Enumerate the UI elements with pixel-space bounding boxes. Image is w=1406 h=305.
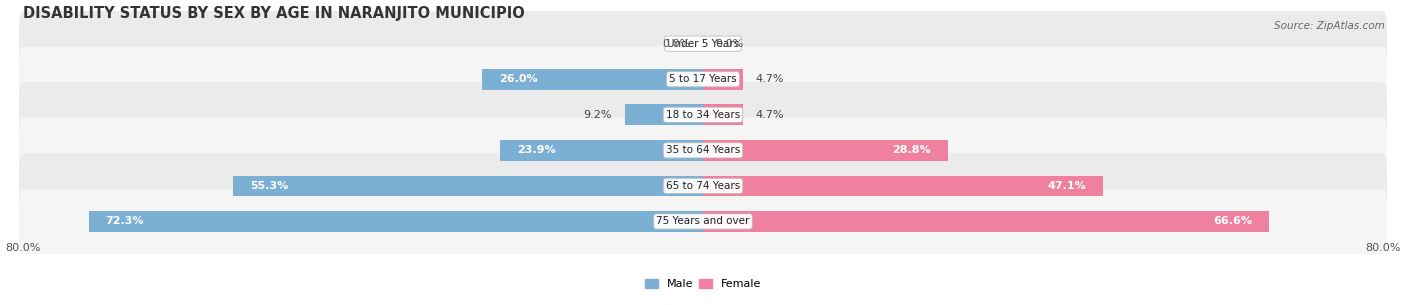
Text: 72.3%: 72.3%: [105, 217, 145, 227]
Bar: [89, 211, 703, 232]
Bar: [703, 105, 742, 125]
Bar: [703, 211, 1268, 232]
Text: DISABILITY STATUS BY SEX BY AGE IN NARANJITO MUNICIPIO: DISABILITY STATUS BY SEX BY AGE IN NARAN…: [24, 5, 524, 20]
Bar: [703, 176, 1104, 196]
Text: 66.6%: 66.6%: [1213, 217, 1251, 227]
Text: 26.0%: 26.0%: [499, 74, 537, 84]
FancyBboxPatch shape: [20, 189, 1386, 254]
Text: Source: ZipAtlas.com: Source: ZipAtlas.com: [1274, 21, 1385, 31]
Bar: [482, 69, 703, 90]
Text: 18 to 34 Years: 18 to 34 Years: [666, 110, 740, 120]
Text: 55.3%: 55.3%: [250, 181, 288, 191]
Text: 9.2%: 9.2%: [583, 110, 612, 120]
FancyBboxPatch shape: [20, 47, 1386, 112]
Text: 35 to 64 Years: 35 to 64 Years: [666, 145, 740, 155]
Text: 28.8%: 28.8%: [891, 145, 931, 155]
Bar: [624, 105, 703, 125]
Bar: [501, 140, 703, 161]
FancyBboxPatch shape: [20, 11, 1386, 76]
Text: 4.7%: 4.7%: [755, 74, 785, 84]
Bar: [703, 140, 948, 161]
Text: 65 to 74 Years: 65 to 74 Years: [666, 181, 740, 191]
Bar: [703, 69, 742, 90]
FancyBboxPatch shape: [20, 82, 1386, 148]
Text: 4.7%: 4.7%: [755, 110, 785, 120]
FancyBboxPatch shape: [20, 153, 1386, 219]
Text: 75 Years and over: 75 Years and over: [657, 217, 749, 227]
Bar: [233, 176, 703, 196]
Legend: Male, Female: Male, Female: [640, 274, 766, 293]
Text: 0.0%: 0.0%: [716, 39, 744, 49]
Text: Under 5 Years: Under 5 Years: [666, 39, 740, 49]
FancyBboxPatch shape: [20, 118, 1386, 183]
Text: 5 to 17 Years: 5 to 17 Years: [669, 74, 737, 84]
Text: 0.0%: 0.0%: [662, 39, 690, 49]
Text: 47.1%: 47.1%: [1047, 181, 1087, 191]
Text: 23.9%: 23.9%: [517, 145, 555, 155]
